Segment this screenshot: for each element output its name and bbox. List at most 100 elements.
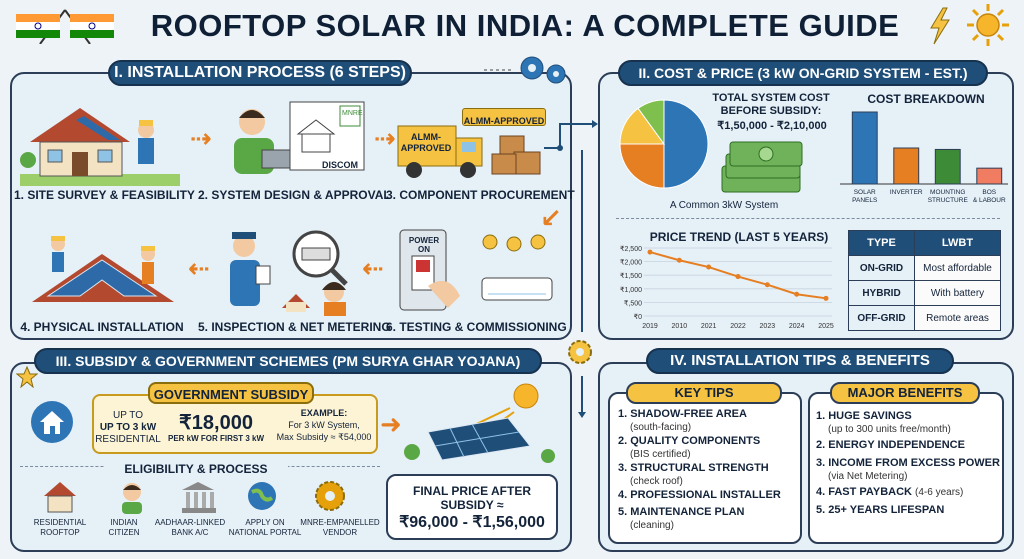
breakdown-title: COST BREAKDOWN xyxy=(867,92,985,106)
trend-point xyxy=(647,249,653,255)
eligibility-title: ELIGIBILITY & PROCESS xyxy=(104,462,288,476)
key-tips-head: KEY TIPS xyxy=(626,382,782,404)
example-line-1: For 3 kW System, xyxy=(288,420,360,430)
y-tick-label: ₹1,000 xyxy=(620,286,642,294)
bar xyxy=(893,147,920,185)
almm-approved-tag: ALMM-APPROVED xyxy=(462,108,546,126)
inspection-illustration xyxy=(216,222,368,316)
pie-slice xyxy=(619,143,665,189)
tip-title: 4. PROFESSIONAL INSTALLER xyxy=(618,489,781,501)
example-line-2: Max Subsidy ≈ ₹54,000 xyxy=(276,432,372,442)
site-survey-illustration xyxy=(20,94,180,186)
y-tick-label: ₹2,500 xyxy=(620,245,642,253)
connector-center-gear-icon xyxy=(562,334,600,370)
benefit-title: 5. 25+ YEARS LIFESPAN xyxy=(816,504,945,516)
bar-tick-label: SOLAR xyxy=(854,189,876,196)
trend-point xyxy=(764,282,770,288)
major-benefits-head: MAJOR BENEFITS xyxy=(830,382,980,404)
arrow-3-6: ↙ xyxy=(540,204,562,234)
arrow-6-5: ⇠ xyxy=(362,254,384,284)
key-tips-box xyxy=(608,392,802,544)
subsidy-amount: ₹18,000 xyxy=(179,412,253,434)
tip-sub: (south-facing) xyxy=(630,422,692,433)
eligibility-icons xyxy=(20,480,380,516)
cost-breakdown-chart: SOLAR PANELS INVERTER MOUNTING STRUCTURE BOS &… xyxy=(836,106,1012,212)
benefit-sub: (up to 300 units free/month) xyxy=(828,424,951,435)
list-item: 4. FAST PAYBACK (4-6 years) xyxy=(816,486,1002,499)
eligibility-3-line-2: BANK A/C xyxy=(171,528,209,537)
arrow-5-4: ⇠ xyxy=(188,254,210,284)
pie-svg xyxy=(619,99,709,189)
system-type-table: TYPE LWBT ON-GRID Most affordable HYBRID Wi… xyxy=(848,230,1001,331)
table-header-type: TYPE xyxy=(848,230,915,256)
physical-installation-illustration xyxy=(24,224,180,316)
final-price-label-1: FINAL PRICE AFTER xyxy=(412,484,531,498)
house-icon xyxy=(30,400,74,444)
total-cost-label: TOTAL SYSTEM COST BEFORE SUBSIDY: xyxy=(712,92,830,117)
list-item: 2. ENERGY INDEPENDENCE xyxy=(816,439,1002,452)
step-6-label: 6. TESTING & COMMISSIONING xyxy=(386,320,567,334)
almm-tag-text: ALMM-APPROVED xyxy=(463,116,545,126)
benefit-sub: (4-6 years) xyxy=(915,487,964,498)
arrow-2-3: ⇢ xyxy=(374,124,396,154)
cash-icon xyxy=(716,136,808,198)
x-tick-label: 2024 xyxy=(789,323,805,330)
subsidy-box xyxy=(92,394,378,454)
subsidy-head-text: GOVERNMENT SUBSIDY xyxy=(153,387,309,402)
final-price-value: ₹96,000 - ₹1,56,000 xyxy=(399,514,545,531)
tip-sub: (check roof) xyxy=(630,476,683,487)
bar xyxy=(934,148,961,185)
list-item: 2. QUALITY COMPONENTS (BIS certified) xyxy=(618,435,800,461)
table-row: HYBRID With battery xyxy=(848,280,1001,306)
connector-ii-iv xyxy=(572,150,602,420)
tip-sub: (cleaning) xyxy=(630,520,674,531)
residential-label: RESIDENTIAL xyxy=(95,434,161,445)
list-item: 5. MAINTENANCE PLAN (cleaning) xyxy=(618,506,800,532)
trend-point xyxy=(794,291,800,297)
benefit-title: 2. ENERGY INDEPENDENCE xyxy=(816,439,965,451)
trend-point xyxy=(706,264,712,270)
x-tick-label: 2023 xyxy=(760,323,776,330)
tip-title: 2. QUALITY COMPONENTS xyxy=(618,435,761,447)
note-cell: Most affordable xyxy=(914,255,1001,281)
x-tick-label: 2010 xyxy=(672,323,688,330)
tip-sub: (BIS certified) xyxy=(630,449,691,460)
tip-title: 1. SHADOW-FREE AREA xyxy=(618,408,747,420)
x-tick-label: 2022 xyxy=(730,323,746,330)
up-to-kw: UP TO 3 kW xyxy=(99,422,157,433)
y-tick-label: ₹,500 xyxy=(624,299,642,307)
eligibility-2-line-2: CITIZEN xyxy=(108,528,140,537)
truck-almm-label: ALMM- APPROVED xyxy=(400,132,452,153)
bar-tick-label: MOUNTING xyxy=(930,189,965,196)
note-cell: Remote areas xyxy=(914,305,1001,331)
table-header-2: LWBT xyxy=(914,230,1001,256)
final-price-box xyxy=(386,474,558,540)
truck-illustration xyxy=(396,100,556,186)
eligibility-5-line-2: VENDOR xyxy=(322,528,358,537)
trend-point xyxy=(735,274,741,280)
bar-tick-label: BOS xyxy=(982,189,996,196)
bar xyxy=(976,167,1003,185)
subsidy-amount-note: PER kW FOR FIRST 3 kW xyxy=(167,434,264,443)
gears-icon xyxy=(484,52,572,88)
x-tick-label: 2021 xyxy=(701,323,717,330)
india-flags-icon xyxy=(10,8,120,45)
power-on-label: POWER ON xyxy=(408,236,440,254)
section-heading-installation: I. INSTALLATION PROCESS (6 STEPS) xyxy=(108,60,412,86)
bar-tick-label: STRUCTURE xyxy=(928,197,969,204)
eligibility-1-line-2: ROOFTOP xyxy=(40,528,80,537)
table-row: ON-GRID Most affordable xyxy=(848,255,1001,281)
list-item: 1. SHADOW-FREE AREA (south-facing) xyxy=(618,408,800,434)
trend-point xyxy=(823,295,829,301)
benefit-sub: (via Net Metering) xyxy=(828,471,908,482)
major-benefits-list: 1. HUGE SAVINGS (up to 300 units free/mon… xyxy=(816,410,1002,517)
bar xyxy=(851,111,878,185)
step-3-label: 3. COMPONENT PROCUREMENT xyxy=(386,188,575,202)
testing-illustration xyxy=(398,222,558,316)
benefit-title: 3. INCOME FROM EXCESS POWER xyxy=(816,457,1000,469)
section-heading-tips: IV. INSTALLATION TIPS & BENEFITS xyxy=(646,348,954,374)
list-item: 1. HUGE SAVINGS (up to 300 units free/mon… xyxy=(816,410,1002,436)
eligibility-3-line-1: AADHAAR-LINKED xyxy=(154,518,226,527)
